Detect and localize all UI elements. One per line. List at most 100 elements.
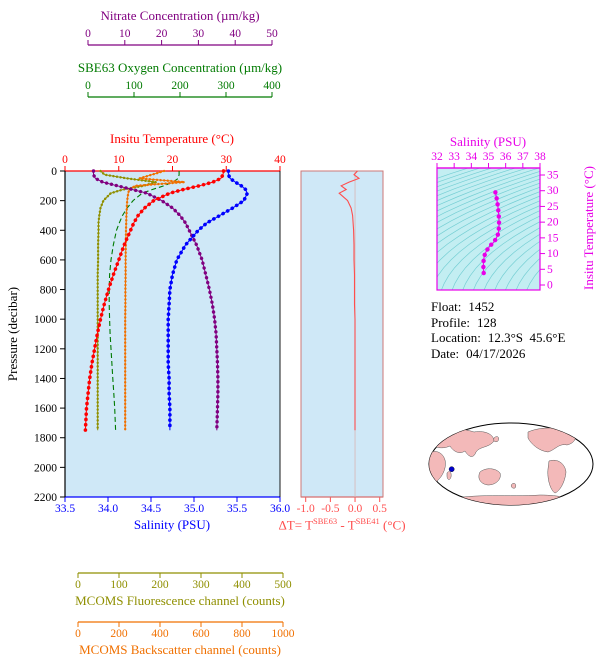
pressure-tick-label: 2200: [34, 492, 57, 504]
map-landmass: [547, 460, 567, 494]
delta-t-title-sup2: SBE41: [355, 516, 380, 526]
ts-salinity-tick-label: 35: [483, 151, 495, 163]
pressure-tick-label: 600: [40, 255, 58, 267]
salinity-tick-label: 33.5: [55, 503, 75, 515]
ts-temperature-tick-label: 10: [547, 248, 559, 260]
ts-salinity-tick-label: 37: [517, 151, 529, 163]
ts-temperature-tick-label: 35: [547, 170, 559, 182]
oxygen-tick-label: 200: [171, 80, 189, 92]
oxygen-axis-title: SBE63 Oxygen Concentration (µm/kg): [77, 60, 283, 75]
delta-t-title-mid: - T: [337, 517, 356, 533]
ts-temperature-tick-label: 20: [547, 217, 559, 229]
nitrate-tick-label: 10: [119, 28, 131, 40]
delta-t-title-sup1: SBE63: [313, 516, 338, 526]
date-value: 04/17/2026: [466, 345, 526, 361]
float-number-line: Float: 1452: [431, 299, 565, 315]
ts-temperature-tick-label: 5: [547, 264, 553, 276]
backscatter-tick-label: 800: [233, 628, 251, 640]
world-map: [428, 422, 594, 506]
backscatter-axis-title: MCOMS Backscatter channel (counts): [79, 642, 281, 657]
backscatter-tick-label: 400: [151, 628, 169, 640]
pressure-tick-label: 1800: [34, 433, 57, 445]
fluorescence-profile-markers: [96, 169, 157, 432]
temperature-tick-label: 20: [167, 154, 179, 166]
temperature-tick-label: 10: [113, 154, 125, 166]
profile-value: 128: [477, 314, 497, 330]
backscatter-tick-label: 600: [192, 628, 210, 640]
isopycnal-contours: [437, 168, 540, 290]
ts-salinity-tick-label: 34: [466, 151, 478, 163]
nitrate-tick-label: 20: [156, 28, 168, 40]
salinity-profile-markers: [166, 169, 250, 433]
fluorescence-tick-label: 500: [274, 579, 292, 591]
profile-label: Profile:: [431, 314, 470, 330]
delta-t-tick-label: 0.5: [373, 503, 388, 515]
ts-curve-markers: [481, 190, 502, 276]
pressure-axis-title: Pressure (decibar): [5, 286, 20, 382]
float-value: 1452: [468, 299, 495, 314]
float-info-block: Float: 1452 Profile: 128 Location: 12.3°S 4…: [431, 299, 565, 361]
ts-salinity-tick-label: 38: [534, 151, 546, 163]
pressure-tick-label: 1000: [34, 314, 57, 326]
ts-temperature-tick-label: 15: [547, 232, 559, 244]
temperature-tick-label: 40: [274, 154, 286, 166]
salinity-tick-label: 35.0: [184, 503, 204, 515]
oxygen-tick-label: 100: [125, 80, 143, 92]
temperature-axis-title: Insitu Temperature (°C): [110, 131, 234, 146]
ts-salinity-axis-title: Salinity (PSU): [449, 134, 527, 149]
fluorescence-tick-label: 300: [192, 579, 210, 591]
map-landmass: [572, 426, 585, 436]
backscatter-tick-label: 1000: [272, 628, 295, 640]
backscatter-tick-label: 0: [75, 628, 81, 640]
map-land: [429, 426, 585, 505]
fluorescence-tick-label: 100: [110, 579, 128, 591]
salinity-tick-label: 36.0: [270, 503, 290, 515]
fluorescence-tick-label: 200: [151, 579, 169, 591]
delta-t-axis-title: ΔT= TSBE63 - TSBE41 (°C): [278, 516, 405, 533]
delta-t-profile: [338, 170, 361, 431]
float-position-marker: [448, 466, 455, 472]
ts-salinity-tick-label: 32: [431, 151, 443, 163]
map-landmass: [493, 436, 499, 443]
nitrate-tick-label: 0: [85, 28, 91, 40]
ts-temperature-tick-label: 25: [547, 201, 559, 213]
fluorescence-tick-label: 400: [233, 579, 251, 591]
pressure-tick-label: 800: [40, 285, 58, 297]
salinity-tick-label: 34.0: [98, 503, 118, 515]
pressure-tick-label: 2000: [34, 462, 57, 474]
pressure-tick-label: 400: [40, 225, 58, 237]
nitrate-profile-markers: [91, 169, 220, 432]
backscatter-tick-label: 200: [110, 628, 128, 640]
ts-diagram-panel: [437, 168, 540, 290]
map-landmass: [446, 471, 452, 480]
ts-temperature-tick-label: 0: [547, 280, 553, 292]
delta-t-title-suffix: (°C): [379, 517, 406, 533]
nitrate-tick-label: 30: [193, 28, 205, 40]
map-landmass: [478, 468, 501, 486]
delta-t-panel: [301, 171, 383, 497]
ts-temperature-axis-title: Insitu Temperature (°C): [581, 166, 596, 290]
pressure-tick-label: 0: [51, 166, 57, 178]
ts-salinity-tick-label: 33: [448, 151, 460, 163]
delta-t-tick-label: -0.5: [321, 503, 339, 515]
temperature-profile-markers: [83, 169, 226, 433]
ts-panel-frame: [436, 167, 541, 291]
pressure-tick-label: 1400: [34, 373, 57, 385]
main-profile-panel: [65, 171, 280, 497]
temperature-tick-label: 30: [221, 154, 233, 166]
map-landmass: [510, 483, 517, 489]
ts-salinity-tick-label: 36: [500, 151, 512, 163]
pressure-tick-label: 1600: [34, 403, 57, 415]
salinity-tick-label: 35.5: [227, 503, 247, 515]
temperature-tick-label: 0: [62, 154, 68, 166]
delta-t-tick-label: 0.0: [348, 503, 363, 515]
nitrate-axis-title: Nitrate Concentration (µm/kg): [100, 8, 260, 23]
salinity-tick-label: 34.5: [141, 503, 161, 515]
fluorescence-axis-title: MCOMS Fluorescence channel (counts): [75, 593, 285, 608]
pressure-tick-label: 200: [40, 196, 58, 208]
map-landmass: [445, 494, 578, 505]
location-value: 12.3°S 45.6°E: [487, 330, 566, 345]
date-line: Date: 04/17/2026: [431, 346, 565, 362]
